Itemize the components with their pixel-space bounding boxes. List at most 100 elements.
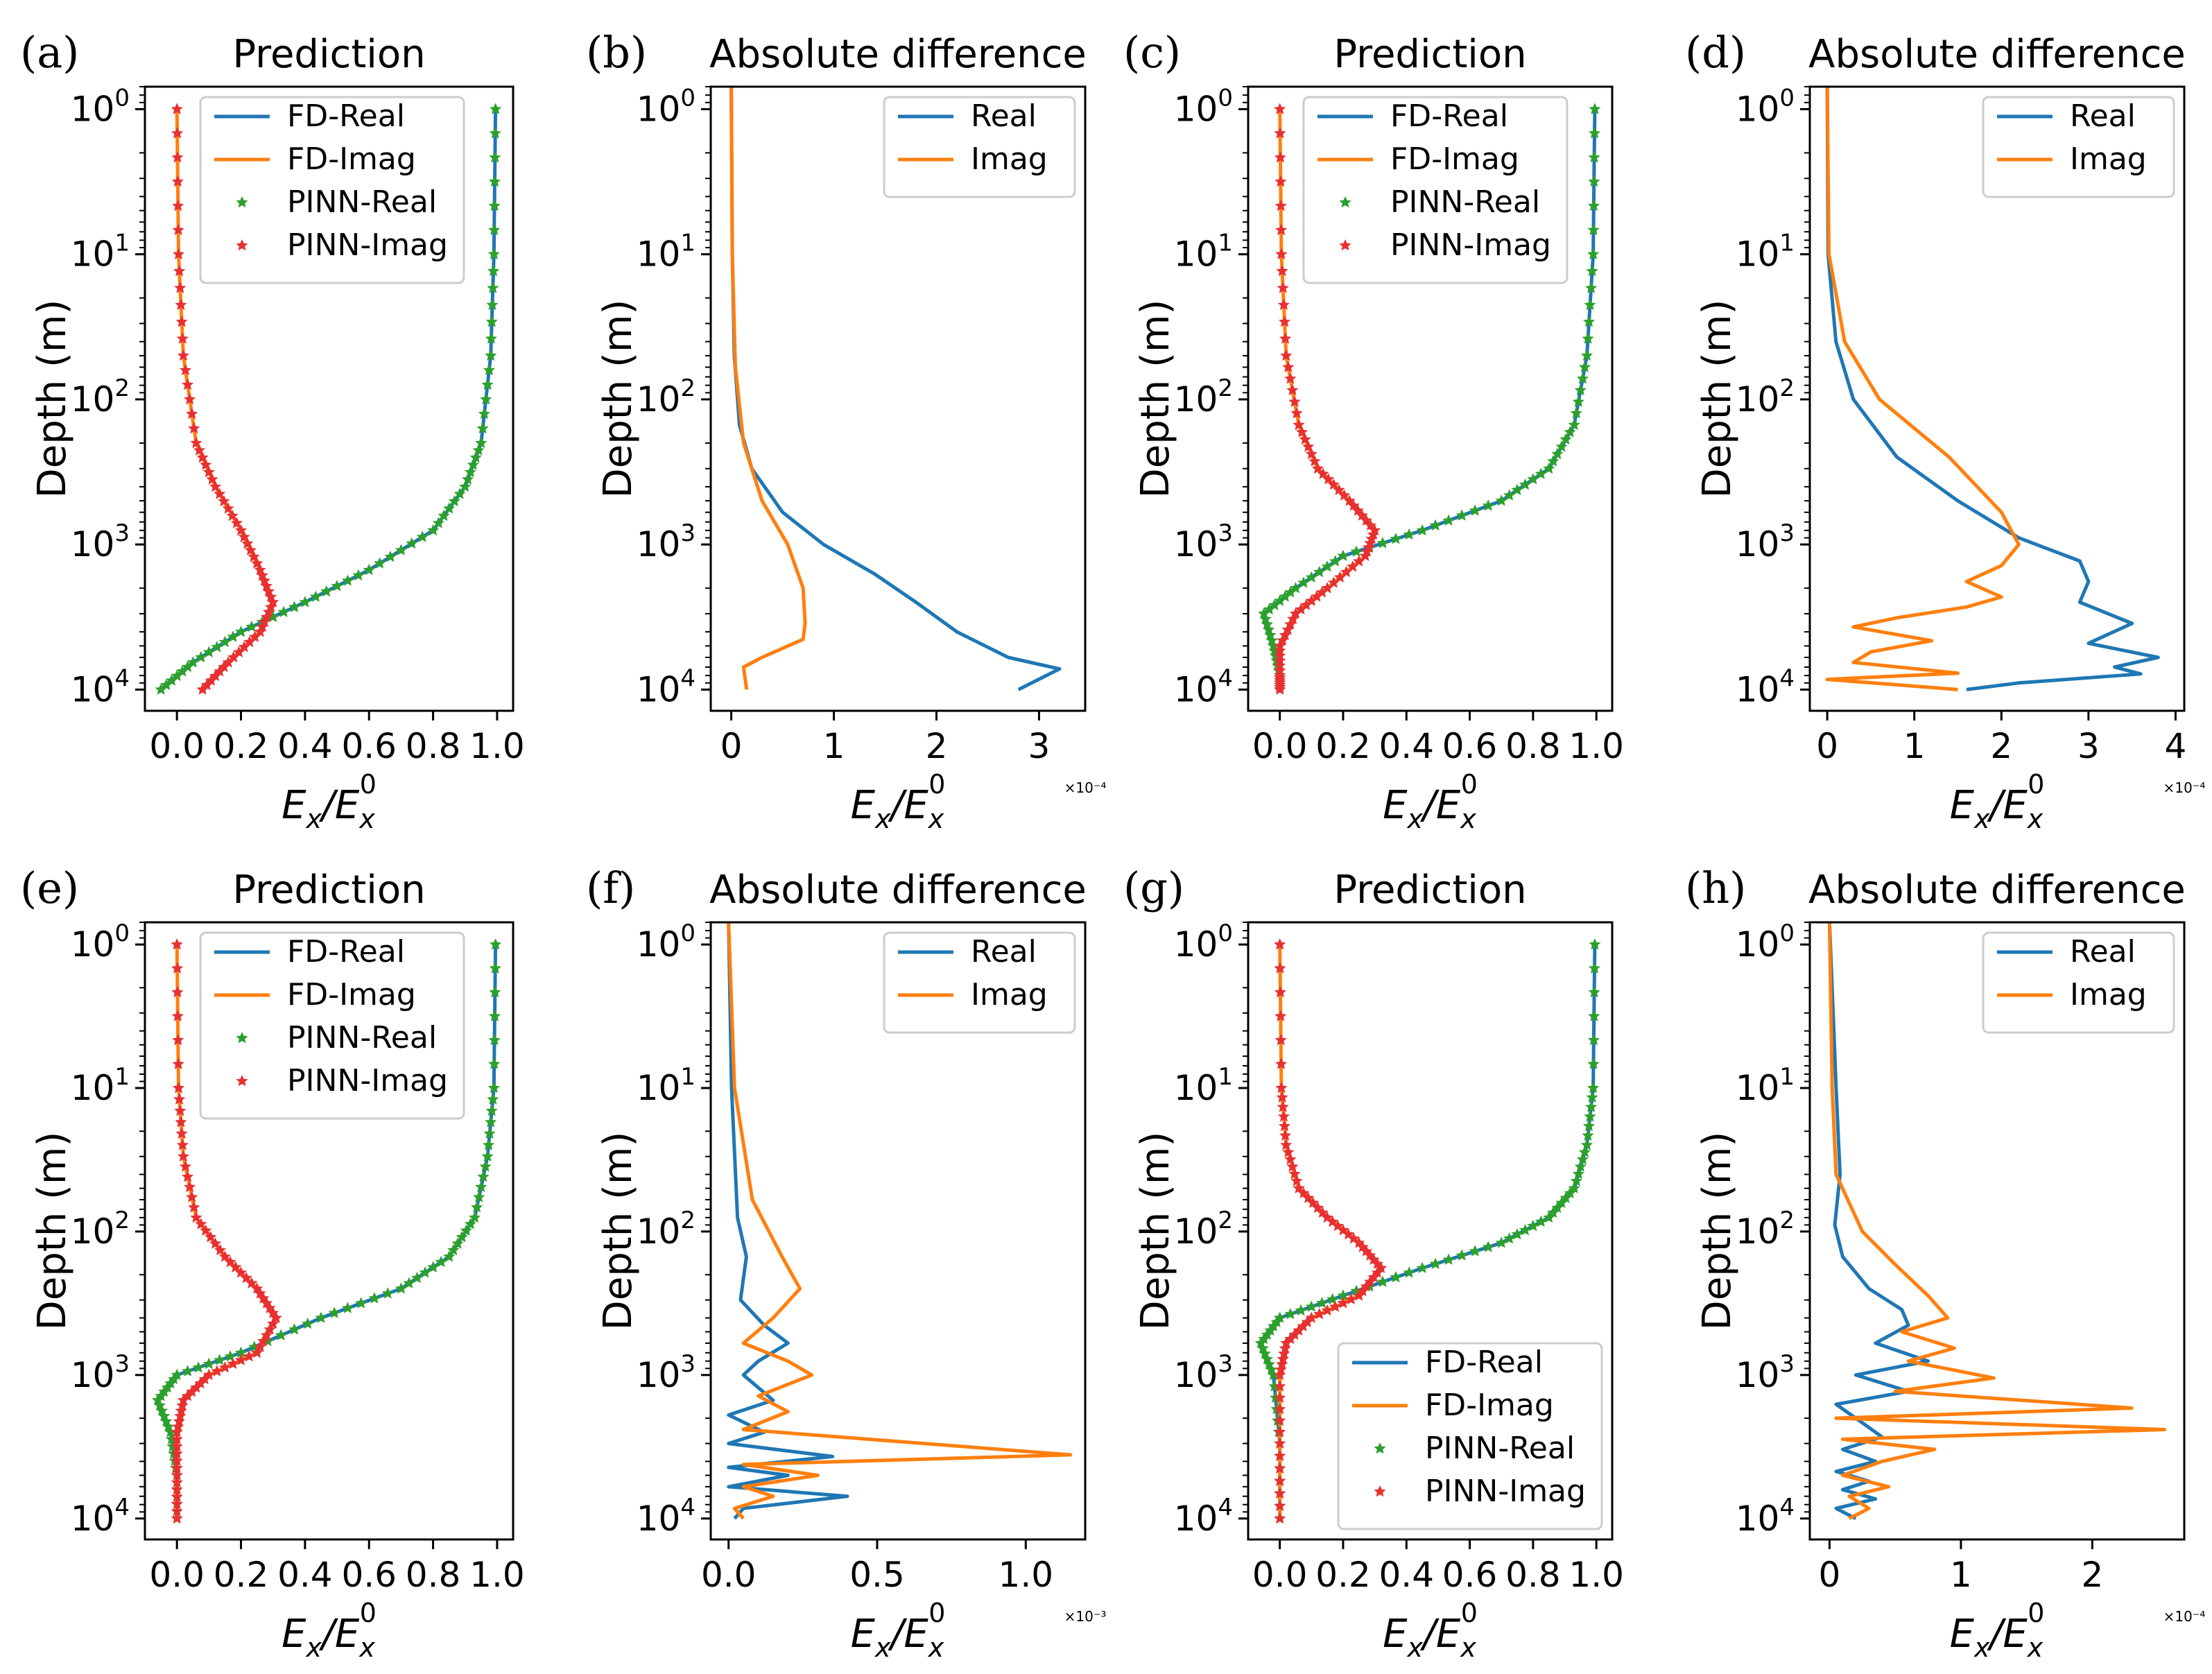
- legend: FD-Real FD-Imag PINN-Real PINN-Imag: [199, 931, 465, 1120]
- y-tick-label: 104: [637, 1494, 695, 1539]
- plot-area: [1258, 103, 1601, 695]
- legend-box: [1982, 931, 2175, 1034]
- y-tick-label: 100: [1174, 84, 1233, 129]
- plot-area: [155, 103, 502, 695]
- legend: Real Imag: [883, 931, 1076, 1034]
- legend-label: Imag: [2070, 977, 2147, 1012]
- marker-point: [1327, 1293, 1339, 1305]
- x-tick-label: 1: [1903, 726, 1926, 766]
- legend-label: PINN-Imag: [1425, 1474, 1586, 1509]
- y-tick-label: 104: [637, 664, 695, 709]
- legend-box: [1337, 1342, 1603, 1530]
- x-tick-label: 1.0: [469, 1555, 525, 1595]
- y-tick-label: 103: [71, 1350, 130, 1395]
- legend: FD-Real FD-Imag PINN-Real PINN-Imag: [1302, 96, 1569, 284]
- x-tick-label: 0.8: [1505, 1555, 1561, 1595]
- x-tick-label: 0: [1819, 1555, 1841, 1595]
- legend-box: [883, 96, 1076, 198]
- marker-point: [1295, 1304, 1307, 1316]
- marker-point: [1274, 1512, 1286, 1524]
- legend-label: FD-Imag: [287, 977, 416, 1012]
- y-tick-label: 100: [71, 920, 130, 965]
- y-tick-label: 104: [71, 664, 130, 709]
- chart-title: Prediction: [232, 32, 425, 77]
- x-axis-label: Ex/Ex0: [851, 769, 946, 834]
- y-tick-label: 101: [637, 1063, 695, 1108]
- marker-point: [1274, 683, 1286, 695]
- x-tick-label: 0.0: [1252, 1555, 1308, 1595]
- x-tick-label: 0.0: [1252, 726, 1308, 766]
- y-tick-label: 101: [1174, 1063, 1233, 1108]
- y-tick-label: 101: [637, 230, 695, 275]
- x-tick-label: 1.0: [1569, 1555, 1624, 1595]
- legend-label: PINN-Imag: [1390, 227, 1551, 263]
- x-axis-label: Ex/Ex0: [1383, 769, 1478, 834]
- legend-label: Imag: [971, 141, 1048, 177]
- x-multiplier-label: ×10⁻⁴: [1064, 779, 1107, 796]
- legend-box: [1982, 96, 2175, 198]
- series-line-imag: [1827, 922, 2167, 1521]
- y-tick-label: 100: [1736, 920, 1795, 965]
- chart-panel-b: 100 101 102 103 104 0 1 2 3 ×10⁻⁴ Ex/Ex0 Depth (m) A…: [586, 27, 1106, 834]
- x-tick-label: 3: [2077, 726, 2100, 766]
- plot-area: [1254, 938, 1601, 1524]
- legend-label: PINN-Real: [287, 184, 437, 220]
- x-tick-label: 1.0: [999, 1555, 1054, 1595]
- x-tick-label: 2: [1990, 726, 2012, 766]
- marker-point: [1350, 545, 1363, 557]
- legend-label: Real: [971, 934, 1037, 969]
- series-line-real: [1827, 922, 1930, 1521]
- y-axis-label: Depth (m): [1133, 1132, 1178, 1331]
- y-tick-label: 101: [1174, 230, 1233, 275]
- marker-point: [1376, 1275, 1389, 1287]
- chart-panel-d: 100 101 102 103 104 0 1 2 3 4 ×10⁻⁴ Ex/Ex0 Depth (m)…: [1685, 27, 2205, 834]
- legend-label: Real: [2070, 934, 2136, 969]
- marker-point: [1284, 1308, 1297, 1320]
- x-tick-label: 0: [720, 726, 743, 766]
- x-tick-label: 0: [1816, 726, 1838, 766]
- x-tick-label: 0.2: [214, 726, 269, 766]
- x-tick-label: 4: [2165, 726, 2187, 766]
- legend: Real Imag: [1982, 96, 2175, 198]
- legend-label: PINN-Real: [1390, 184, 1540, 220]
- legend-box: [199, 931, 465, 1120]
- x-tick-label: 0.8: [1505, 726, 1561, 766]
- marker-point: [202, 1357, 215, 1370]
- marker-point: [1376, 537, 1389, 549]
- panel-letter: (b): [586, 27, 647, 78]
- marker-point: [1482, 1241, 1494, 1252]
- legend-label: FD-Real: [1425, 1345, 1543, 1380]
- y-axis-label: Depth (m): [30, 1132, 75, 1331]
- legend-label: PINN-Real: [1425, 1431, 1575, 1466]
- marker-point: [1416, 524, 1428, 536]
- panel-letter: (c): [1123, 27, 1181, 78]
- y-tick-label: 103: [71, 519, 130, 564]
- x-tick-label: 1: [823, 726, 845, 766]
- legend-label: Real: [971, 98, 1037, 134]
- chart-panel-a: 100 101 102 103 104 0.0 0.2 0.4 0.6 0.8 1.0 Ex/Ex0 D…: [20, 27, 525, 834]
- x-tick-label: 0.6: [341, 726, 397, 766]
- x-tick-label: 0.6: [341, 1555, 397, 1595]
- plot-area: [727, 922, 1073, 1520]
- y-axis-label: Depth (m): [596, 300, 641, 499]
- x-multiplier-label: ×10⁻⁴: [2163, 779, 2206, 796]
- x-tick-label: 0.6: [1442, 726, 1498, 766]
- chart-title: Prediction: [232, 868, 425, 913]
- y-tick-label: 104: [1736, 664, 1795, 709]
- marker-point: [192, 1361, 205, 1373]
- marker-point: [1315, 1297, 1329, 1309]
- chart-title: Absolute difference: [709, 32, 1087, 77]
- chart-title: Prediction: [1333, 32, 1526, 77]
- marker-point: [328, 1306, 340, 1318]
- marker-point: [1403, 528, 1415, 540]
- panel-letter: (g): [1123, 863, 1184, 913]
- x-tick-label: 0.6: [1442, 1555, 1498, 1595]
- chart-title: Absolute difference: [1808, 32, 2186, 77]
- y-axis-label: Depth (m): [596, 1132, 641, 1331]
- legend-label: FD-Imag: [1390, 141, 1519, 177]
- plot-area: [729, 87, 1062, 691]
- panel-letter: (h): [1685, 863, 1746, 913]
- legend-label: Imag: [971, 977, 1048, 1012]
- plot-area: [151, 938, 502, 1524]
